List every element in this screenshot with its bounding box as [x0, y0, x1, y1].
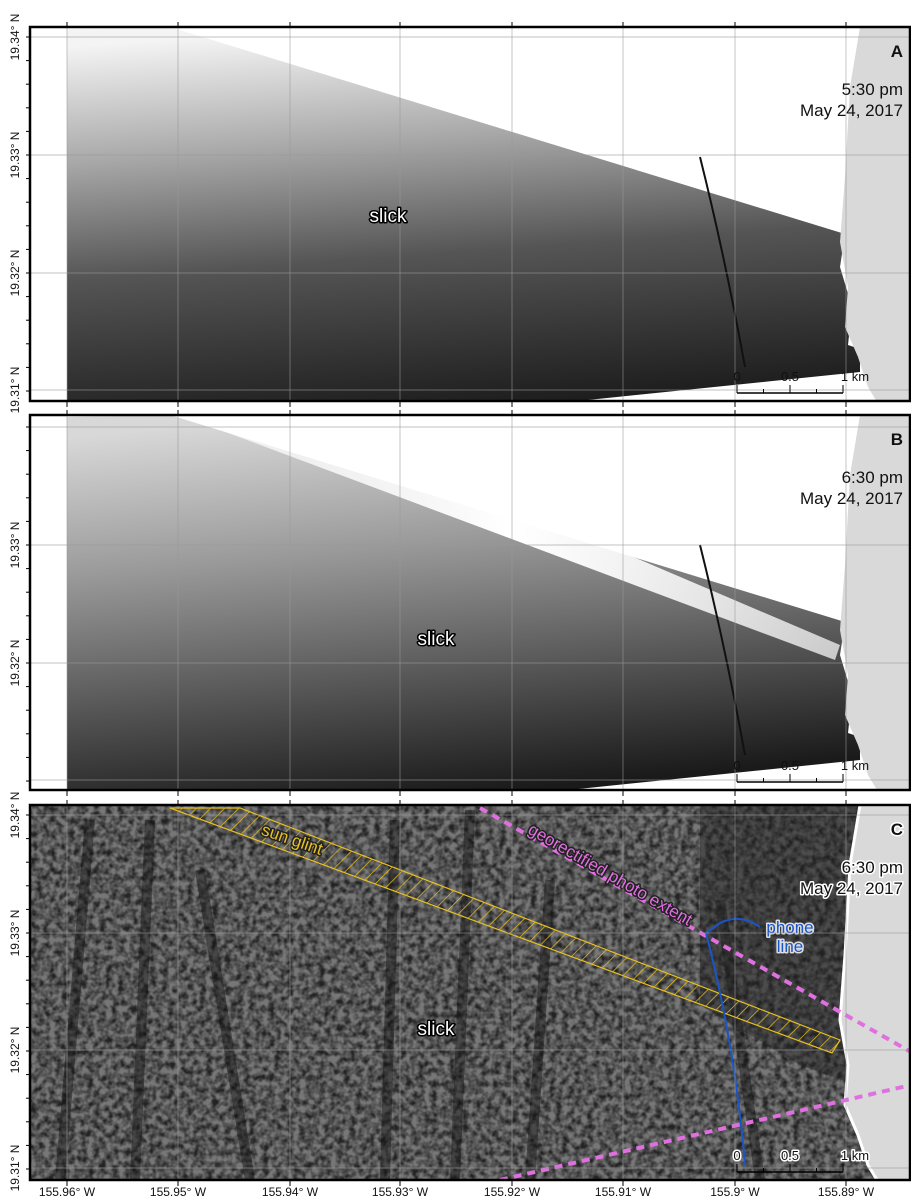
- x-tick-label: 155.89° W: [818, 1185, 875, 1199]
- y-tick-label: 19.31° N: [8, 1145, 22, 1192]
- panel-content: [30, 415, 911, 795]
- y-tick-label: 19.34° N: [8, 14, 22, 61]
- y-tick-label: 19.33° N: [8, 132, 22, 179]
- figure: 19.34° N 19.33° N 19.32° N 19.31° N A 5:30 pm…: [0, 0, 911, 1201]
- y-tick-label: 19.32° N: [8, 1027, 22, 1074]
- slick-label: slick: [418, 1019, 455, 1040]
- scale-label: 0: [733, 369, 740, 384]
- scale-label: 1 km: [841, 758, 869, 773]
- slick-label: slick: [418, 629, 455, 650]
- date-label: May 24, 2017: [800, 879, 903, 898]
- map-panel: 19.33° N 19.32° N B 6:30 pm May 24, 2017 slic…: [8, 410, 911, 796]
- y-tick-label: 19.33° N: [8, 522, 22, 569]
- panel-label: A: [891, 42, 903, 61]
- slick-label: slick: [370, 206, 407, 227]
- y-tick-label: 19.32° N: [8, 250, 22, 297]
- scale-label: 1 km: [841, 1148, 869, 1163]
- scale-label: 0: [733, 1148, 740, 1163]
- scale-label: 1 km: [841, 369, 869, 384]
- scale-label: 0.5: [781, 758, 799, 773]
- panel-label: C: [891, 820, 903, 839]
- panel-content: [30, 27, 911, 407]
- x-tick-label: 155.96° W: [39, 1185, 96, 1199]
- x-tick-label: 155.9° W: [710, 1185, 760, 1199]
- y-tick-label: 19.31° N: [8, 367, 22, 414]
- map-panel: 19.34° N 19.33° N 19.32° N 19.31° N A 5:30 pm…: [8, 14, 911, 414]
- scale-label: 0.5: [781, 369, 799, 384]
- scale-label: 0.5: [781, 1148, 799, 1163]
- scale-label: 0: [733, 758, 740, 773]
- x-tick-label: 155.92° W: [484, 1185, 541, 1199]
- y-tick-label: 19.33° N: [8, 910, 22, 957]
- x-tick-label: 155.91° W: [595, 1185, 652, 1199]
- x-tick-label: 155.94° W: [262, 1185, 319, 1199]
- annotation: line: [777, 937, 803, 956]
- x-tick-label: 155.93° W: [372, 1185, 429, 1199]
- panel-label: B: [891, 430, 903, 449]
- y-tick-label: 19.34° N: [8, 792, 22, 839]
- date-label: May 24, 2017: [800, 489, 903, 508]
- time-label: 6:30 pm: [842, 858, 903, 877]
- time-label: 5:30 pm: [842, 80, 903, 99]
- y-tick-label: 19.32° N: [8, 640, 22, 687]
- time-label: 6:30 pm: [842, 468, 903, 487]
- annotation: phone: [766, 918, 813, 937]
- date-label: May 24, 2017: [800, 101, 903, 120]
- x-tick-label: 155.95° W: [150, 1185, 207, 1199]
